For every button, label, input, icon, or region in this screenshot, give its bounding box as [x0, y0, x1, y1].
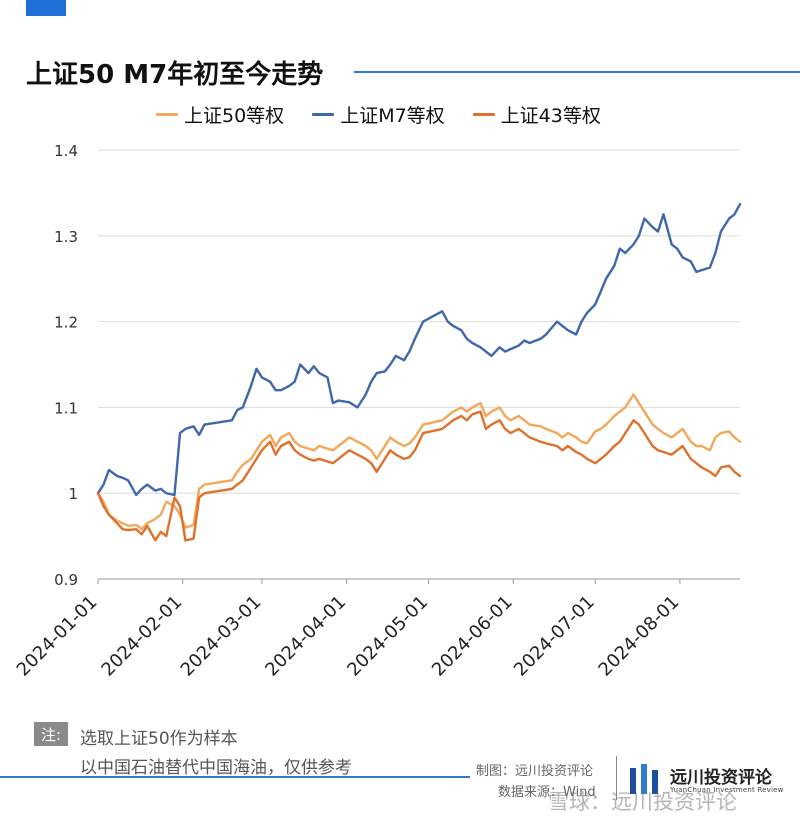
- legend-item-sse43-equal: 上证43等权: [472, 101, 601, 128]
- y-tick-label: 0.9: [54, 571, 78, 589]
- credit-made-by: 制图：远川投资评论: [476, 764, 594, 779]
- x-tick-label: 2024-02-01: [97, 592, 186, 681]
- credit-source: 数据来源：Wind: [498, 785, 596, 800]
- series-line-1: [96, 393, 742, 531]
- x-tick-label: 2024-04-01: [261, 592, 350, 681]
- y-tick-label: 1.3: [54, 228, 78, 246]
- brand-logo-icon: [630, 764, 658, 794]
- y-tick-label: 1: [68, 485, 78, 503]
- legend-swatch: [156, 113, 178, 116]
- watermark: 雪球：远川投资评论: [548, 790, 737, 814]
- brand-subtitle: YuanChuan Investment Review: [670, 786, 784, 794]
- footer-divider: [0, 776, 470, 778]
- y-tick-label: 1.2: [54, 314, 78, 332]
- legend-label: 上证43等权: [500, 105, 601, 127]
- legend-swatch: [472, 113, 495, 116]
- y-tick-label: 1.4: [54, 142, 78, 160]
- chart-legend: 上证50等权 上证M7等权 上证43等权: [156, 101, 601, 128]
- x-tick-label: 2024-01-01: [13, 592, 102, 681]
- brand-divider: [616, 756, 617, 800]
- x-tick-label: 2024-06-01: [428, 592, 517, 681]
- legend-label: 上证M7等权: [340, 105, 445, 127]
- note-badge: 注:: [34, 722, 68, 746]
- x-tick-label: 2024-05-01: [343, 592, 432, 681]
- legend-item-m7-equal: 上证M7等权: [312, 101, 445, 128]
- legend-label: 上证50等权: [184, 105, 285, 127]
- note-line-2: 以中国石油替代中国海油，仅供参考: [80, 758, 352, 778]
- title-divider: [354, 71, 800, 73]
- series-line-2: [96, 202, 742, 497]
- top-accent-bar: [26, 0, 66, 16]
- legend-item-sse50-equal: 上证50等权: [156, 101, 284, 128]
- legend-swatch: [312, 113, 335, 116]
- line-chart: 0.911.11.21.31.42024-01-012024-02-012024…: [13, 142, 742, 681]
- x-tick-label: 2024-07-01: [510, 592, 599, 681]
- chart-title: 上证50 M7年初至今走势: [26, 60, 324, 90]
- brand-name: 远川投资评论: [670, 768, 772, 788]
- x-tick-label: 2024-03-01: [177, 592, 266, 681]
- y-tick-label: 1.1: [54, 399, 78, 417]
- series-line-3: [96, 410, 742, 542]
- x-tick-label: 2024-08-01: [595, 592, 684, 681]
- note-line-1: 选取上证50作为样本: [80, 729, 238, 749]
